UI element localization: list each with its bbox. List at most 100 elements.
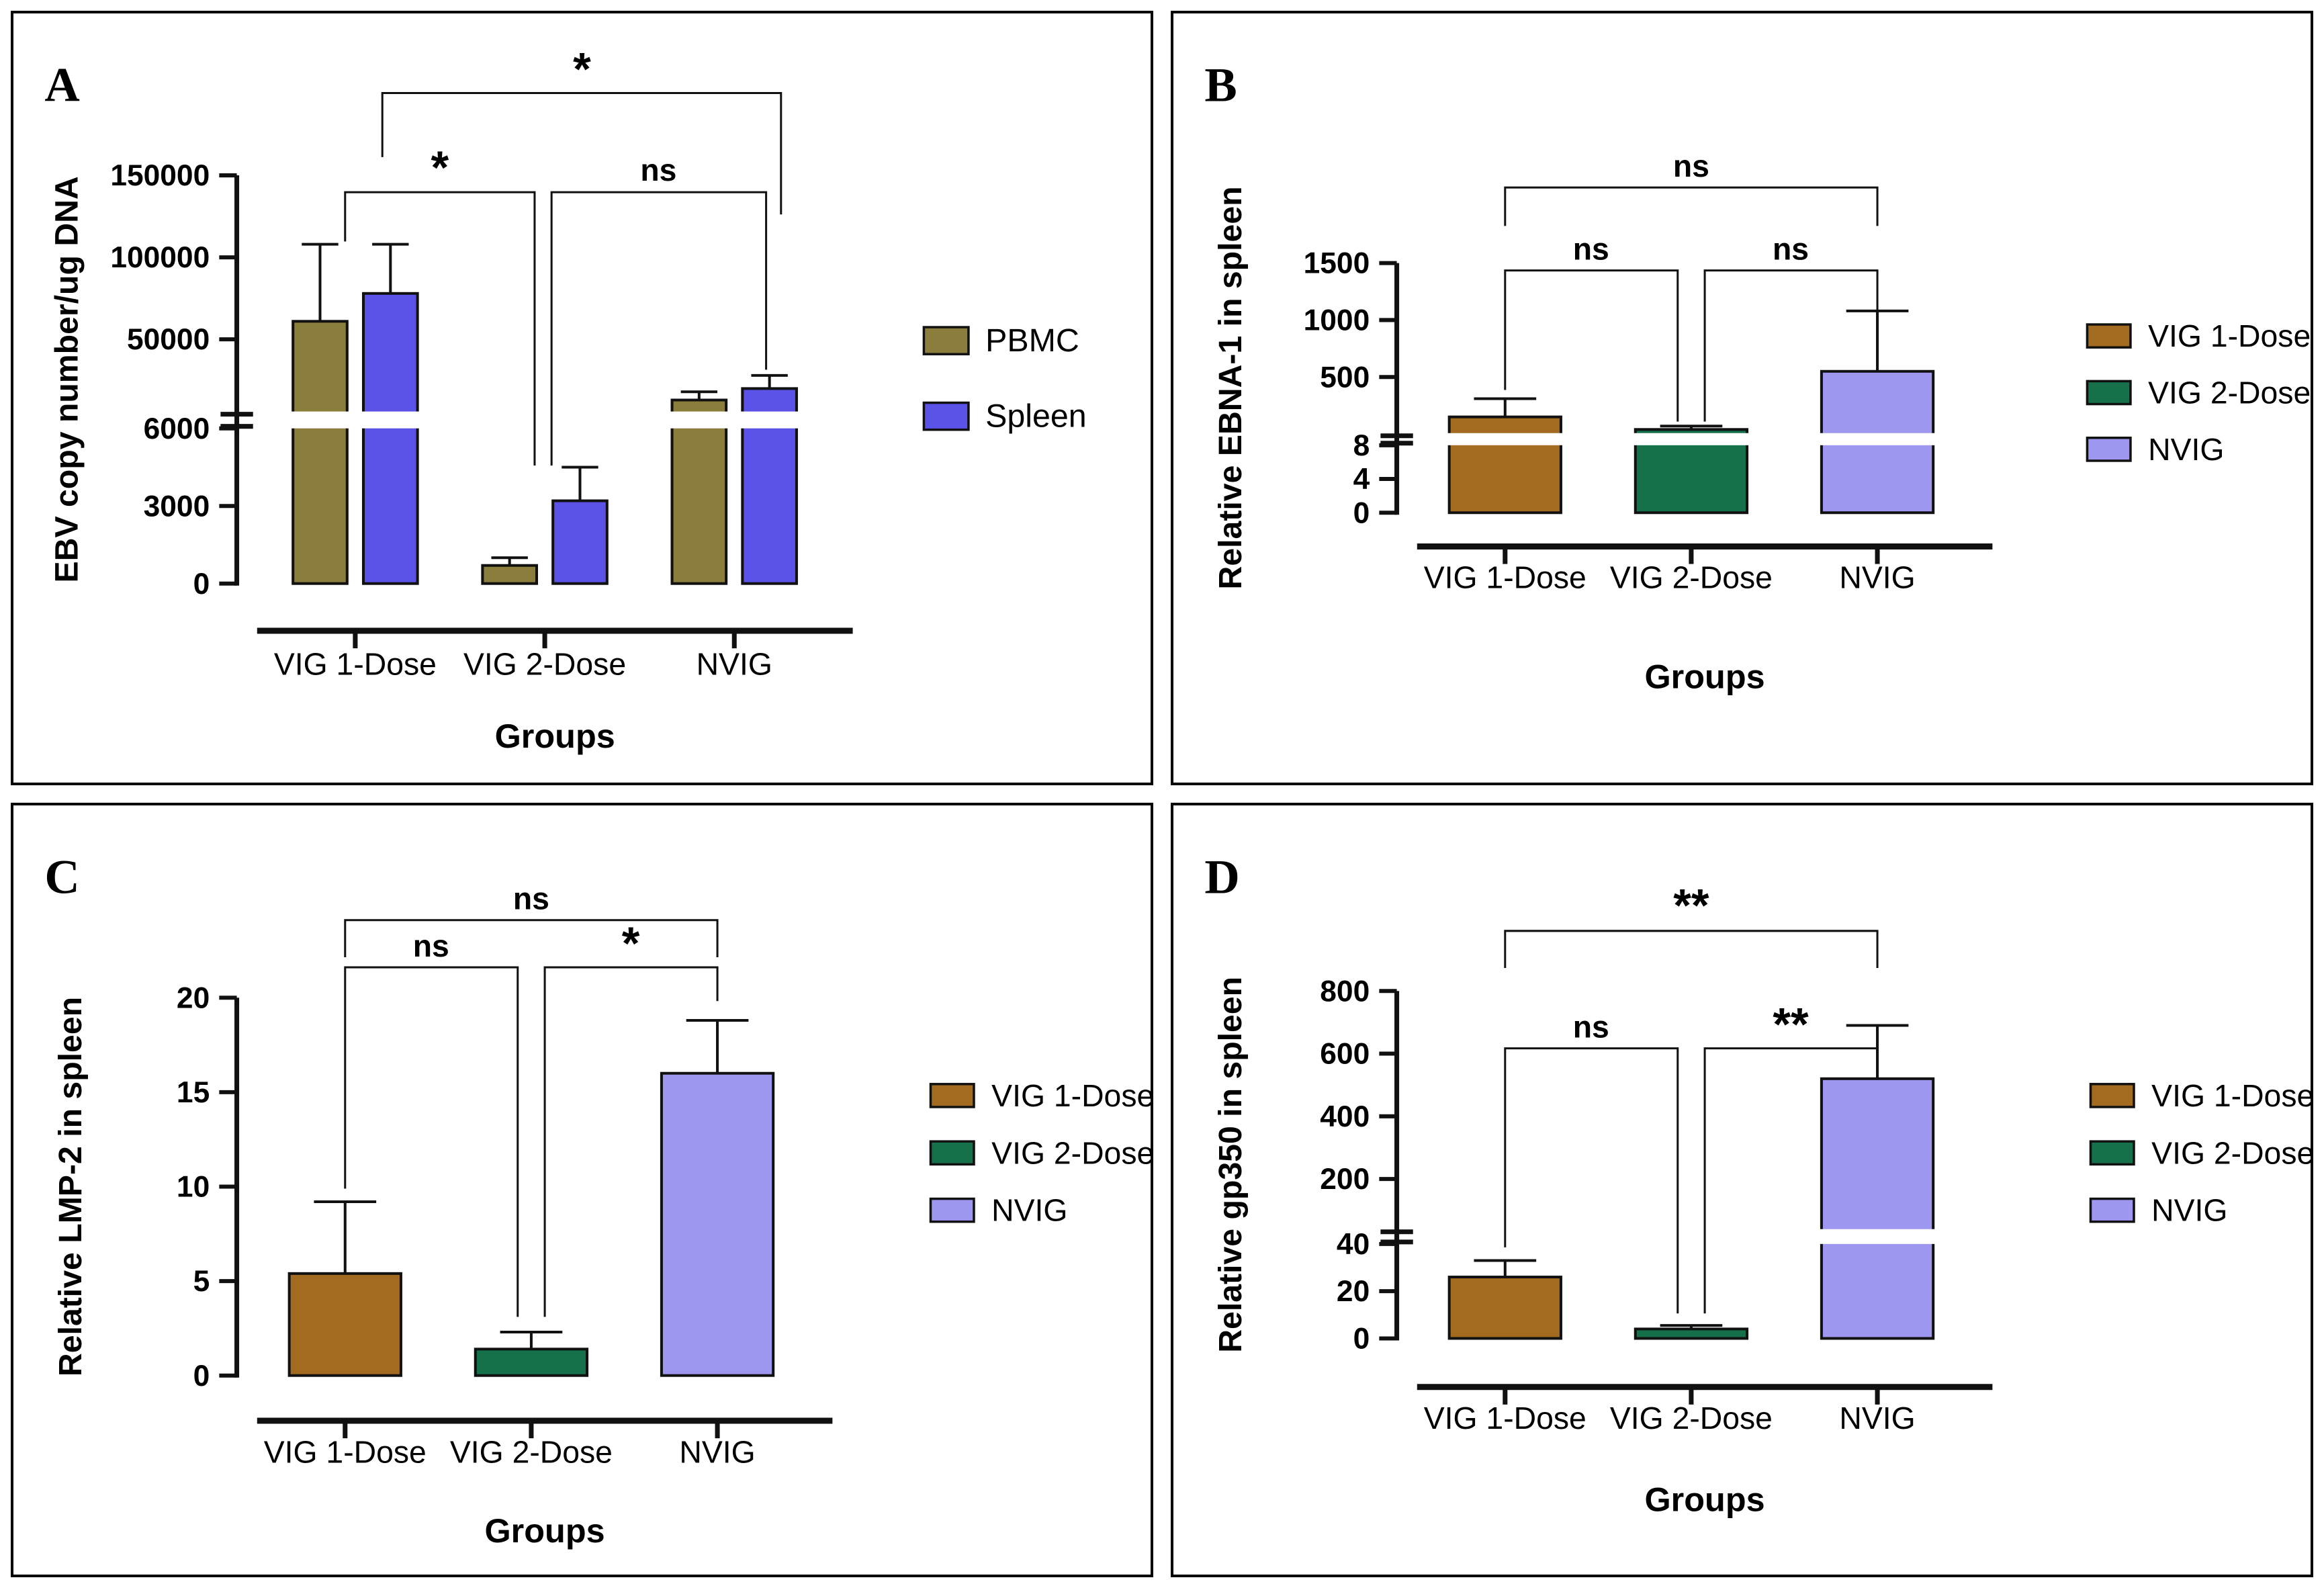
y-tick-label: 200 (1320, 1163, 1370, 1196)
bar-break-band (290, 411, 350, 429)
y-tick-label: 0 (193, 568, 210, 601)
bar-break-band (740, 411, 799, 429)
x-group-label: VIG 1-Dose (1424, 1401, 1586, 1436)
y-tick-label: 1000 (1304, 304, 1370, 337)
x-group-label: VIG 2-Dose (463, 646, 626, 681)
y-tick-label: 5 (193, 1265, 210, 1298)
significance-bracket (344, 919, 719, 957)
bar-break-band (1818, 1229, 1936, 1244)
bar-break-band (1632, 433, 1750, 445)
bar-vig-1-dose-pbmc (292, 320, 349, 585)
legend-label: VIG 1-Dose (2151, 1078, 2311, 1113)
significance-bracket (1703, 269, 1879, 422)
y-tick-label: 100000 (110, 241, 210, 274)
legend-swatch-spleen (922, 401, 970, 431)
legend-swatch-vig-2-dose (929, 1140, 975, 1166)
y-axis-label: Relative LMP-2 in spleen (52, 997, 89, 1376)
bar-vig-2-dose-pbmc (481, 564, 538, 585)
y-tick-label: 10 (177, 1171, 210, 1204)
bar-nvig-pbmc (670, 398, 728, 585)
x-group-label: NVIG (1839, 1401, 1915, 1436)
legend-label: VIG 2-Dose (991, 1135, 1151, 1170)
bar-break-band (1446, 433, 1564, 445)
bar-break-band (669, 411, 729, 429)
significance-bracket (1504, 1047, 1679, 1314)
panel-letter: A (44, 58, 79, 112)
x-group-label: VIG 1-Dose (1424, 560, 1586, 595)
y-tick-label: 400 (1320, 1100, 1370, 1133)
y-axis-label: EBV copy number/ug DNA (49, 176, 85, 582)
y-tick-label: 0 (1353, 1323, 1370, 1356)
bar-nvig (1820, 1077, 1935, 1340)
panel-letter: B (1204, 58, 1237, 112)
legend-label: NVIG (2151, 1193, 2227, 1228)
legend-label: VIG 1-Dose (991, 1078, 1151, 1113)
legend-label: PBMC (985, 322, 1079, 359)
x-axis-title: Groups (1645, 1481, 1765, 1519)
panel-d: D Relative gp350 in spleen 0 20 40 200 400 600 8… (1171, 803, 2313, 1577)
y-axis-label: Relative EBNA-1 in spleen (1212, 186, 1249, 589)
y-tick-label: 20 (177, 981, 210, 1014)
y-tick-label: 500 (1320, 361, 1370, 394)
significance-label: ** (1773, 1000, 1809, 1051)
legend-swatch-nvig (2086, 437, 2132, 462)
legend-swatch-vig-2-dose (2086, 380, 2132, 406)
significance-label: * (431, 142, 449, 193)
y-tick-label: 600 (1320, 1038, 1370, 1071)
significance-bracket (1703, 1047, 1879, 1314)
chart-panel-d: D Relative gp350 in spleen 0 20 40 200 400 600 8… (1204, 850, 2311, 1519)
x-group-label: NVIG (679, 1434, 755, 1469)
bar-break-band (360, 411, 420, 429)
significance-label: * (622, 918, 640, 969)
chart-panel-b: B Relative EBNA-1 in spleen 048 500 1000 1500… (1204, 58, 2311, 696)
significance-label: ** (1673, 881, 1709, 932)
bar-vig-2-dose-spleen (551, 499, 609, 585)
bar-vig-1-dose (287, 1272, 402, 1377)
legend-label: VIG 2-Dose (2151, 1135, 2311, 1170)
significance-label: ns (513, 881, 549, 916)
significance-label: ns (1573, 232, 1609, 267)
bar-break-band (1818, 433, 1936, 445)
panel-letter: D (1204, 850, 1239, 904)
panel-c: C Relative LMP-2 in spleen 0 5 10 15 20 VIG 1-D… (11, 803, 1153, 1577)
x-axis-title: Groups (495, 717, 615, 755)
significance-bracket (1504, 930, 1879, 969)
legend-swatch-vig-1-dose (2086, 323, 2132, 349)
significance-bracket (543, 966, 719, 1317)
significance-label: ns (413, 928, 449, 963)
bar-vig-2-dose (474, 1348, 589, 1377)
x-group-label: VIG 1-Dose (264, 1434, 427, 1469)
y-tick-label: 6000 (144, 412, 210, 445)
significance-bracket (1504, 269, 1679, 422)
x-group-label: NVIG (697, 646, 772, 681)
panel-letter: C (44, 850, 79, 904)
significance-bracket (1504, 186, 1879, 226)
legend-swatch-vig-1-dose (929, 1083, 975, 1108)
significance-bracket (550, 191, 768, 466)
legend-swatch-vig-2-dose (2089, 1140, 2135, 1166)
x-group-label: VIG 2-Dose (1610, 1401, 1773, 1436)
significance-bracket (381, 92, 783, 215)
significance-bracket (344, 191, 536, 466)
significance-label: ns (1573, 1010, 1609, 1045)
y-tick-label: 15 (177, 1076, 210, 1109)
bar-vig-1-dose-spleen (361, 292, 419, 585)
chart-panel-c: C Relative LMP-2 in spleen 0 5 10 15 20 VIG 1-D… (44, 850, 1151, 1550)
y-tick-label: 4 (1353, 463, 1370, 496)
chart-panel-a: A EBV copy number/ug DNA 0 3000 6000 50000 100… (44, 44, 1086, 755)
significance-bracket (344, 966, 519, 1317)
legend-swatch-nvig (929, 1197, 975, 1223)
bar-nvig (660, 1071, 775, 1377)
x-group-label: VIG 2-Dose (450, 1434, 613, 1469)
significance-label: ns (640, 152, 676, 187)
panel-b: B Relative EBNA-1 in spleen 0 4 8 500 1000 1500… (1171, 11, 2313, 785)
legend-swatch-pbmc (922, 326, 970, 355)
y-tick-label: 0 (1353, 496, 1370, 529)
bar-vig-2-dose (1634, 1327, 1749, 1340)
x-group-label: NVIG (1839, 560, 1915, 595)
y-tick-label: 1500 (1304, 247, 1370, 280)
y-tick-label: 150000 (110, 159, 210, 192)
y-tick-label: 3000 (144, 490, 210, 523)
legend-label: NVIG (991, 1193, 1067, 1228)
